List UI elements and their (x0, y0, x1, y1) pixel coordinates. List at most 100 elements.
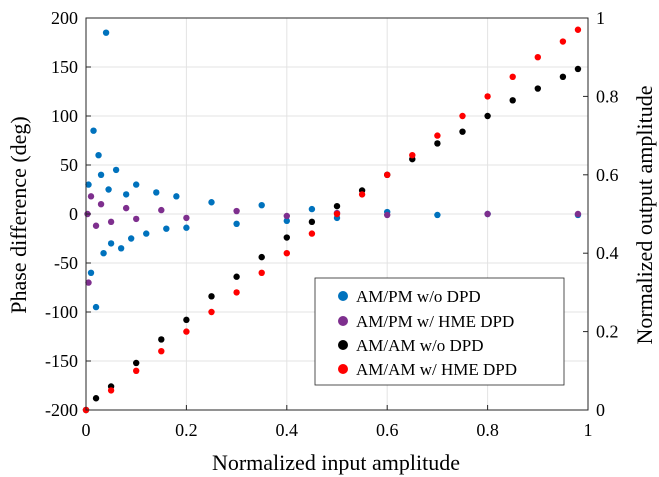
data-point (283, 217, 290, 225)
legend-marker-am-pm-hme-dpd (338, 316, 348, 326)
data-point (484, 210, 491, 218)
data-point (183, 328, 190, 335)
data-point (133, 215, 140, 223)
data-point (233, 207, 240, 215)
x-tick-label: 0.2 (175, 420, 198, 440)
data-point (333, 210, 341, 218)
data-point (258, 201, 265, 209)
data-point (173, 193, 180, 200)
data-point (208, 308, 215, 316)
x-tick-label: 0.4 (276, 420, 299, 440)
data-point (333, 202, 341, 210)
data-point (409, 152, 416, 159)
data-point (143, 230, 150, 237)
y-tick-label-right: 0 (596, 400, 605, 420)
y-tick-label-right: 0.8 (596, 86, 619, 106)
data-point (133, 367, 140, 374)
x-tick-label: 1 (584, 420, 593, 440)
y-tick-label-left: 150 (51, 57, 78, 77)
data-point (574, 65, 582, 73)
y-tick-label-left: -100 (45, 302, 78, 322)
data-point (112, 166, 120, 174)
data-point (122, 191, 130, 198)
legend-marker-am-am-hme-dpd (338, 364, 348, 374)
data-point (258, 253, 265, 261)
data-point (574, 26, 582, 33)
data-point (233, 273, 240, 280)
data-point (434, 140, 441, 147)
data-point (308, 205, 316, 213)
series-am-am-w-hme-dpd (82, 26, 582, 414)
data-point (107, 387, 115, 394)
y-tick-label-left: 50 (60, 155, 78, 175)
y-tick-label-right: 0.6 (596, 165, 619, 185)
tick-layer: 0 0.2 0.4 0.6 0.8 1 -200 -150 -100 -50 0 50 100 150 20… (45, 8, 619, 440)
data-point (283, 234, 290, 241)
data-point (308, 230, 316, 237)
data-point (87, 193, 95, 200)
y-tick-label-left: -200 (45, 400, 78, 420)
data-point (122, 204, 130, 212)
data-point (574, 210, 582, 218)
data-point (459, 128, 466, 135)
data-point (90, 127, 97, 134)
y-tick-label-left: 100 (51, 106, 78, 126)
y-tick-label-right: 0.4 (596, 243, 619, 263)
data-point (459, 112, 466, 120)
data-point (434, 211, 441, 219)
x-tick-label: 0 (82, 420, 91, 440)
data-point (158, 336, 165, 343)
data-point (233, 220, 240, 227)
data-point (509, 97, 516, 104)
y-tick-label-left: 0 (69, 204, 78, 224)
data-point (434, 132, 441, 139)
data-point (308, 218, 316, 226)
data-point (233, 289, 240, 296)
y-tick-label-left: 200 (51, 8, 78, 28)
data-point (97, 171, 105, 178)
legend-marker-am-am-wo-dpd (338, 340, 348, 350)
data-point (534, 85, 541, 92)
series-am-pm-w-hme-dpd (84, 193, 582, 286)
data-point (102, 29, 110, 36)
data-point (87, 269, 95, 276)
data-point (183, 316, 190, 324)
data-point (283, 212, 290, 220)
data-point (484, 93, 491, 100)
data-point (92, 395, 100, 402)
data-point (107, 240, 115, 247)
x-tick-label: 0.6 (376, 420, 399, 440)
data-point (92, 303, 100, 311)
data-point (85, 279, 92, 286)
data-point (158, 206, 165, 214)
data-point (358, 191, 366, 198)
data-point (283, 250, 290, 257)
legend-label-am-pm-wo-dpd: AM/PM w/o DPD (356, 287, 481, 306)
x-tick-label: 0.8 (476, 420, 499, 440)
data-point (258, 269, 265, 276)
y-tick-label-left: -50 (54, 253, 78, 273)
legend-label-am-pm-hme-dpd: AM/PM w/ HME DPD (356, 312, 514, 331)
legend: AM/PM w/o DPD AM/PM w/ HME DPD AM/AM w/o… (314, 277, 565, 386)
data-point (97, 201, 105, 208)
data-point (92, 222, 100, 229)
data-point (484, 112, 491, 120)
series-am-pm-w-o-dpd (85, 29, 582, 311)
data-point (208, 293, 215, 300)
data-point (153, 189, 160, 196)
data-point (127, 235, 135, 242)
y-tick-label-right: 1 (596, 8, 605, 28)
y-axis-label-right: Normalized output amplitude (632, 85, 657, 344)
data-point (559, 73, 567, 81)
data-point (107, 218, 115, 226)
data-point (117, 245, 125, 252)
data-point (105, 186, 112, 193)
legend-label-am-am-hme-dpd: AM/AM w/ HME DPD (356, 360, 517, 379)
data-point (158, 348, 165, 355)
data-point (534, 54, 541, 61)
data-point (384, 211, 391, 219)
legend-box (314, 277, 565, 386)
series-layer (82, 26, 582, 414)
legend-marker-am-pm-wo-dpd (338, 291, 348, 301)
